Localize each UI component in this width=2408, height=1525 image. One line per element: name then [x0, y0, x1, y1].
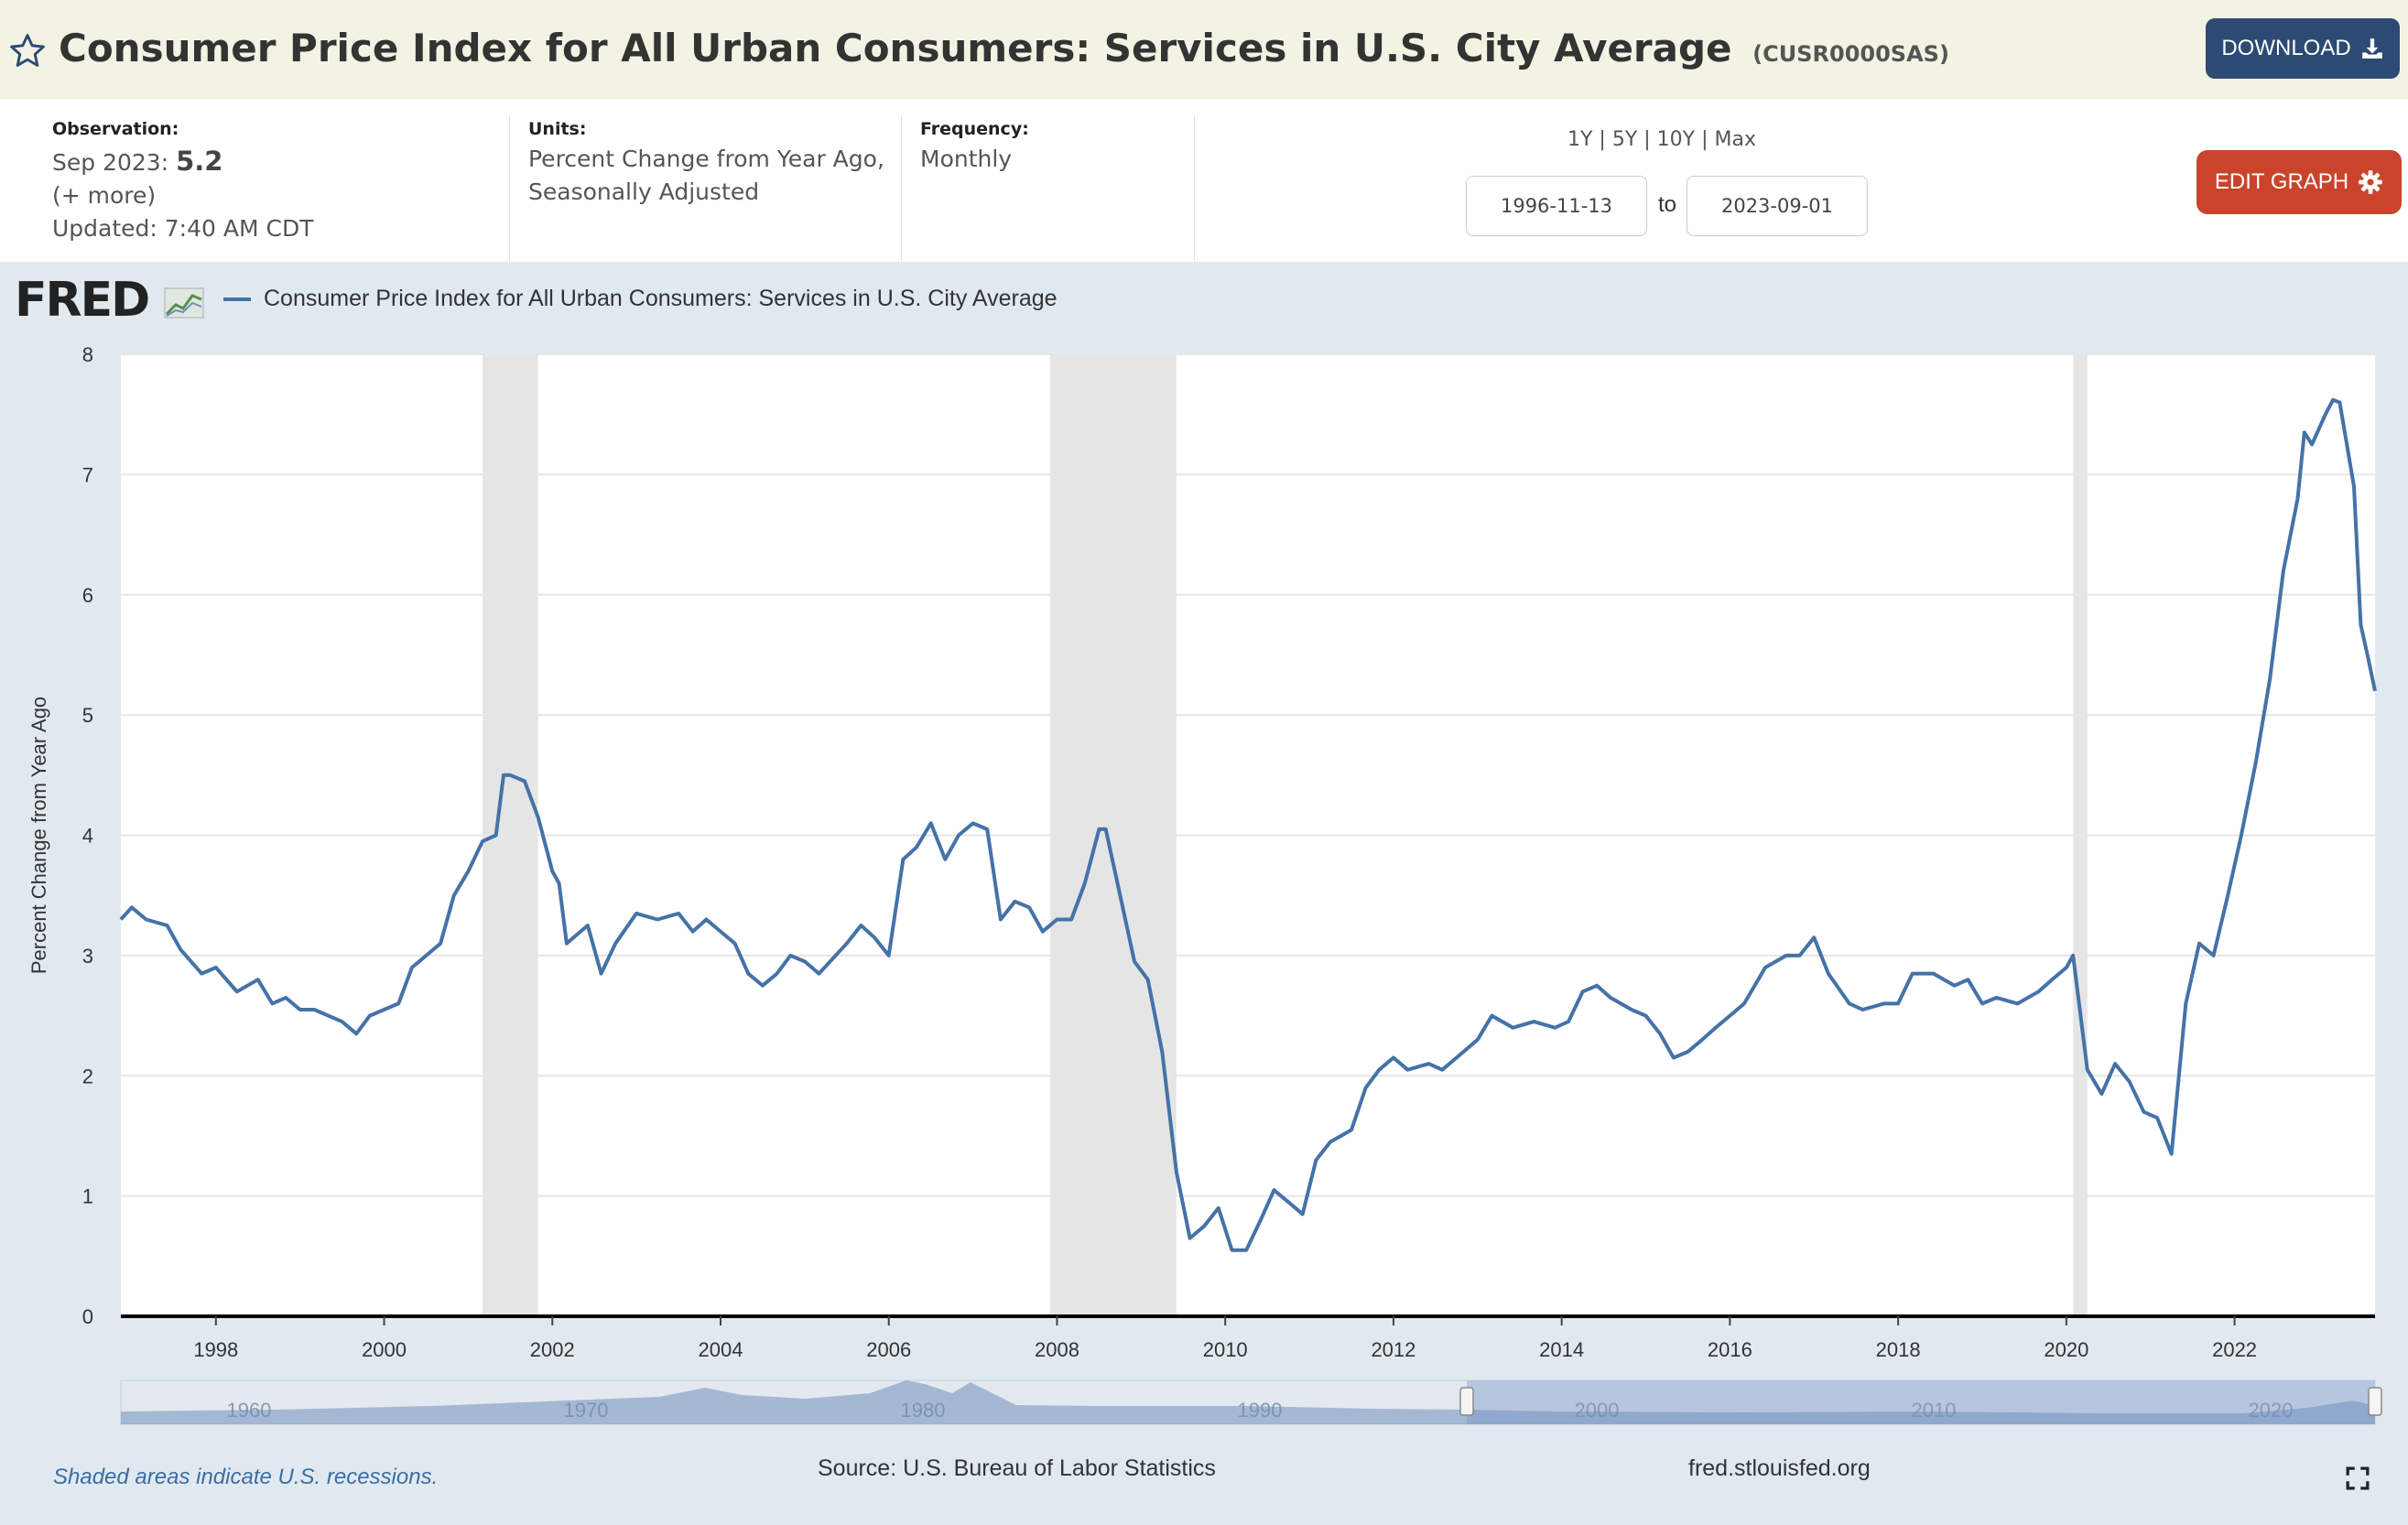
download-label: DOWNLOAD: [2221, 36, 2351, 60]
download-icon: [2361, 38, 2382, 59]
recession-note: Shaded areas indicate U.S. recessions.: [53, 1465, 439, 1489]
range-navigator: 1960197019801990200020102020: [120, 1379, 2382, 1425]
frequency-block: Frequency: Monthly: [920, 119, 1029, 282]
y-tick-label: 2: [82, 1065, 93, 1087]
updated-text: Updated: 7:40 AM CDT: [52, 215, 314, 242]
observation-label: Observation:: [52, 119, 179, 139]
page-title: Consumer Price Index for All Urban Consu…: [59, 26, 1949, 70]
x-tick-label: 2008: [1035, 1338, 1079, 1361]
x-tick-label: 2010: [1203, 1338, 1248, 1361]
edit-graph-button[interactable]: EDIT GRAPH: [2196, 150, 2402, 214]
frequency-label: Frequency:: [920, 119, 1029, 139]
navigator-area: [121, 1380, 2375, 1424]
observation-block: Observation: Sep 2023: 5.2 (+ more) Upda…: [52, 119, 313, 282]
x-tick-label: 2000: [362, 1338, 407, 1361]
frequency-value: Monthly: [920, 146, 1013, 172]
navigator-handle[interactable]: [1459, 1387, 1474, 1416]
series-title: Consumer Price Index for All Urban Consu…: [59, 26, 1732, 70]
legend-label: Consumer Price Index for All Urban Consu…: [264, 286, 1058, 311]
x-tick-label: 2012: [1371, 1338, 1416, 1361]
divider: [1194, 115, 1195, 262]
source-text: Source: U.S. Bureau of Labor Statistics: [818, 1455, 1216, 1481]
chart-legend: Consumer Price Index for All Urban Consu…: [223, 286, 1058, 312]
start-date-input[interactable]: 1996-11-13: [1466, 176, 1647, 236]
observation-value: 5.2: [176, 146, 223, 177]
x-tick-label: 2018: [1876, 1338, 1921, 1361]
header-bar: Consumer Price Index for All Urban Consu…: [0, 0, 2408, 99]
legend-swatch: [223, 297, 251, 301]
site-link[interactable]: fred.stlouisfed.org: [1688, 1455, 1871, 1481]
x-tick-label: 2006: [866, 1338, 911, 1361]
x-tick-label: 2014: [1539, 1338, 1584, 1361]
navigator-handle[interactable]: [2368, 1387, 2382, 1416]
edit-graph-label: EDIT GRAPH: [2214, 169, 2349, 194]
x-tick-label: 2002: [530, 1338, 575, 1361]
x-tick-label: 2004: [699, 1338, 743, 1361]
fullscreen-icon[interactable]: [2346, 1466, 2370, 1490]
observation-period: Sep 2023:: [52, 149, 169, 176]
y-tick-label: 5: [82, 704, 93, 727]
to-label: to: [1658, 192, 1677, 217]
units-label: Units:: [528, 119, 587, 139]
series-metadata: Observation: Sep 2023: 5.2 (+ more) Upda…: [0, 99, 2408, 262]
x-tick-label: 2016: [1708, 1338, 1752, 1361]
y-tick-label: 3: [82, 945, 93, 968]
units-block: Units: Percent Change from Year Ago, Sea…: [528, 119, 884, 282]
series-id: (CUSR0000SAS): [1752, 41, 1949, 67]
range-shortcuts[interactable]: 1Y | 5Y | 10Y | Max: [1567, 128, 1756, 151]
series-line: [119, 397, 2377, 1252]
x-tick-label: 2020: [2044, 1338, 2088, 1361]
more-link[interactable]: (+ more): [52, 182, 157, 209]
units-line-2: Seasonally Adjusted: [528, 178, 760, 205]
download-button[interactable]: DOWNLOAD: [2206, 18, 2400, 79]
fred-logo: FRED: [15, 273, 205, 328]
y-tick-label: 1: [82, 1185, 93, 1208]
y-tick-label: 4: [82, 825, 93, 848]
divider: [509, 115, 510, 262]
observation-line: Sep 2023: 5.2: [52, 145, 313, 179]
y-tick-label: 6: [82, 584, 93, 607]
units-line-1: Percent Change from Year Ago,: [528, 146, 884, 172]
x-tick-label: 1998: [193, 1338, 238, 1361]
y-tick-label: 7: [82, 463, 93, 486]
gear-icon: [2359, 170, 2382, 194]
line-chart: 0 1 2 3 4 5 6 7 8 1998 2000 2002 2004 2006 2008 2010 201…: [27, 343, 2382, 1425]
fred-logo-text: FRED: [15, 273, 150, 328]
divider: [901, 115, 902, 262]
end-date-input[interactable]: 2023-09-01: [1687, 176, 1868, 236]
chart-logo-icon: [164, 287, 204, 319]
y-axis-label: Percent Change from Year Ago: [27, 697, 50, 974]
x-tick-label: 2022: [2212, 1338, 2257, 1361]
star-icon[interactable]: [7, 31, 48, 71]
y-tick-label: 8: [82, 343, 93, 366]
y-tick-label: 0: [82, 1305, 93, 1328]
